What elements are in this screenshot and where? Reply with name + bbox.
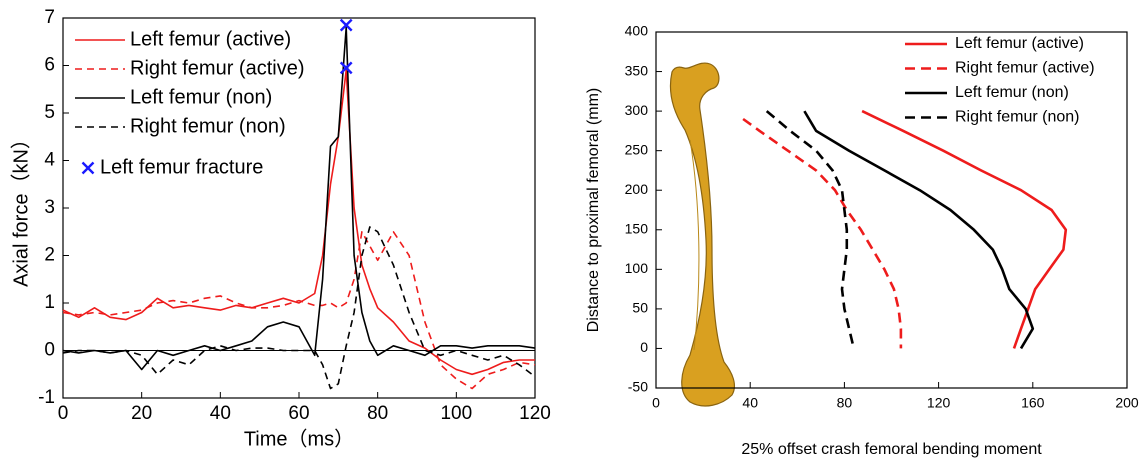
legend-label: Left femur (non) (955, 84, 1069, 101)
y-tick-label: 50 (632, 300, 648, 316)
x-tick-label: 160 (1021, 395, 1045, 411)
legend-label: Right femur (active) (955, 60, 1095, 77)
y-tick-label: 250 (625, 141, 649, 157)
y-tick-label: 1 (44, 292, 55, 313)
legend-label: Right femur (non) (955, 109, 1080, 126)
y-tick-label: -50 (628, 379, 648, 395)
x-tick-label: 40 (210, 403, 231, 424)
y-tick-label: 350 (625, 62, 649, 78)
legend-label: Left femur fracture (100, 156, 263, 178)
x-tick-label: 80 (367, 403, 388, 424)
plot-frame (655, 31, 1128, 389)
series-line (742, 117, 903, 349)
y-axis-label: Distance to proximal femoral (mm) (585, 88, 602, 333)
femur-illustration (669, 62, 736, 407)
series-line (62, 26, 536, 371)
y-tick-label: 150 (625, 220, 649, 236)
y-tick-label: 5 (44, 102, 55, 123)
x-tick-label: 40 (742, 395, 758, 411)
x-axis-label: 25% offset crash femoral bending moment (741, 441, 1042, 458)
fracture-marker (339, 61, 353, 75)
x-tick-label: 100 (440, 403, 472, 424)
y-tick-label: 400 (625, 23, 649, 39)
x-tick-label: 0 (652, 395, 660, 411)
series-line (765, 110, 856, 349)
legend-label: Left femur (active) (130, 28, 291, 50)
y-tick-label: 200 (625, 181, 649, 197)
y-tick-label: 2 (44, 245, 55, 266)
legend-marker (81, 161, 95, 175)
x-tick-label: 20 (131, 403, 152, 424)
x-tick-label: 200 (1115, 395, 1139, 411)
y-tick-label: 3 (44, 197, 55, 218)
series-line (62, 69, 535, 376)
y-tick-label: 7 (44, 7, 55, 28)
x-tick-label: 60 (288, 403, 309, 424)
y-tick-label: 300 (625, 102, 649, 118)
x-tick-label: 120 (927, 395, 951, 411)
y-tick-label: 100 (625, 260, 649, 276)
y-tick-label: -1 (38, 387, 55, 408)
series-line (803, 110, 1035, 350)
x-tick-label: 120 (519, 403, 551, 424)
legend-label: Left femur (non) (130, 86, 272, 108)
y-axis-label: Axial force（kN） (9, 129, 32, 287)
y-tick-label: 6 (44, 55, 55, 76)
x-tick-label: 80 (837, 395, 853, 411)
y-tick-label: 0 (44, 340, 55, 361)
legend-label: Right femur (non) (130, 115, 286, 137)
series-line (62, 231, 536, 390)
legend-label: Right femur (active) (130, 57, 305, 79)
x-axis-label: Time（ms） (244, 427, 354, 450)
series-line (62, 226, 536, 390)
x-tick-label: 0 (58, 403, 69, 424)
legend-label: Left femur (active) (955, 35, 1084, 52)
y-tick-label: 4 (44, 150, 55, 171)
fracture-marker (339, 18, 353, 32)
y-tick-label: 0 (640, 339, 648, 355)
series-line (861, 109, 1068, 349)
